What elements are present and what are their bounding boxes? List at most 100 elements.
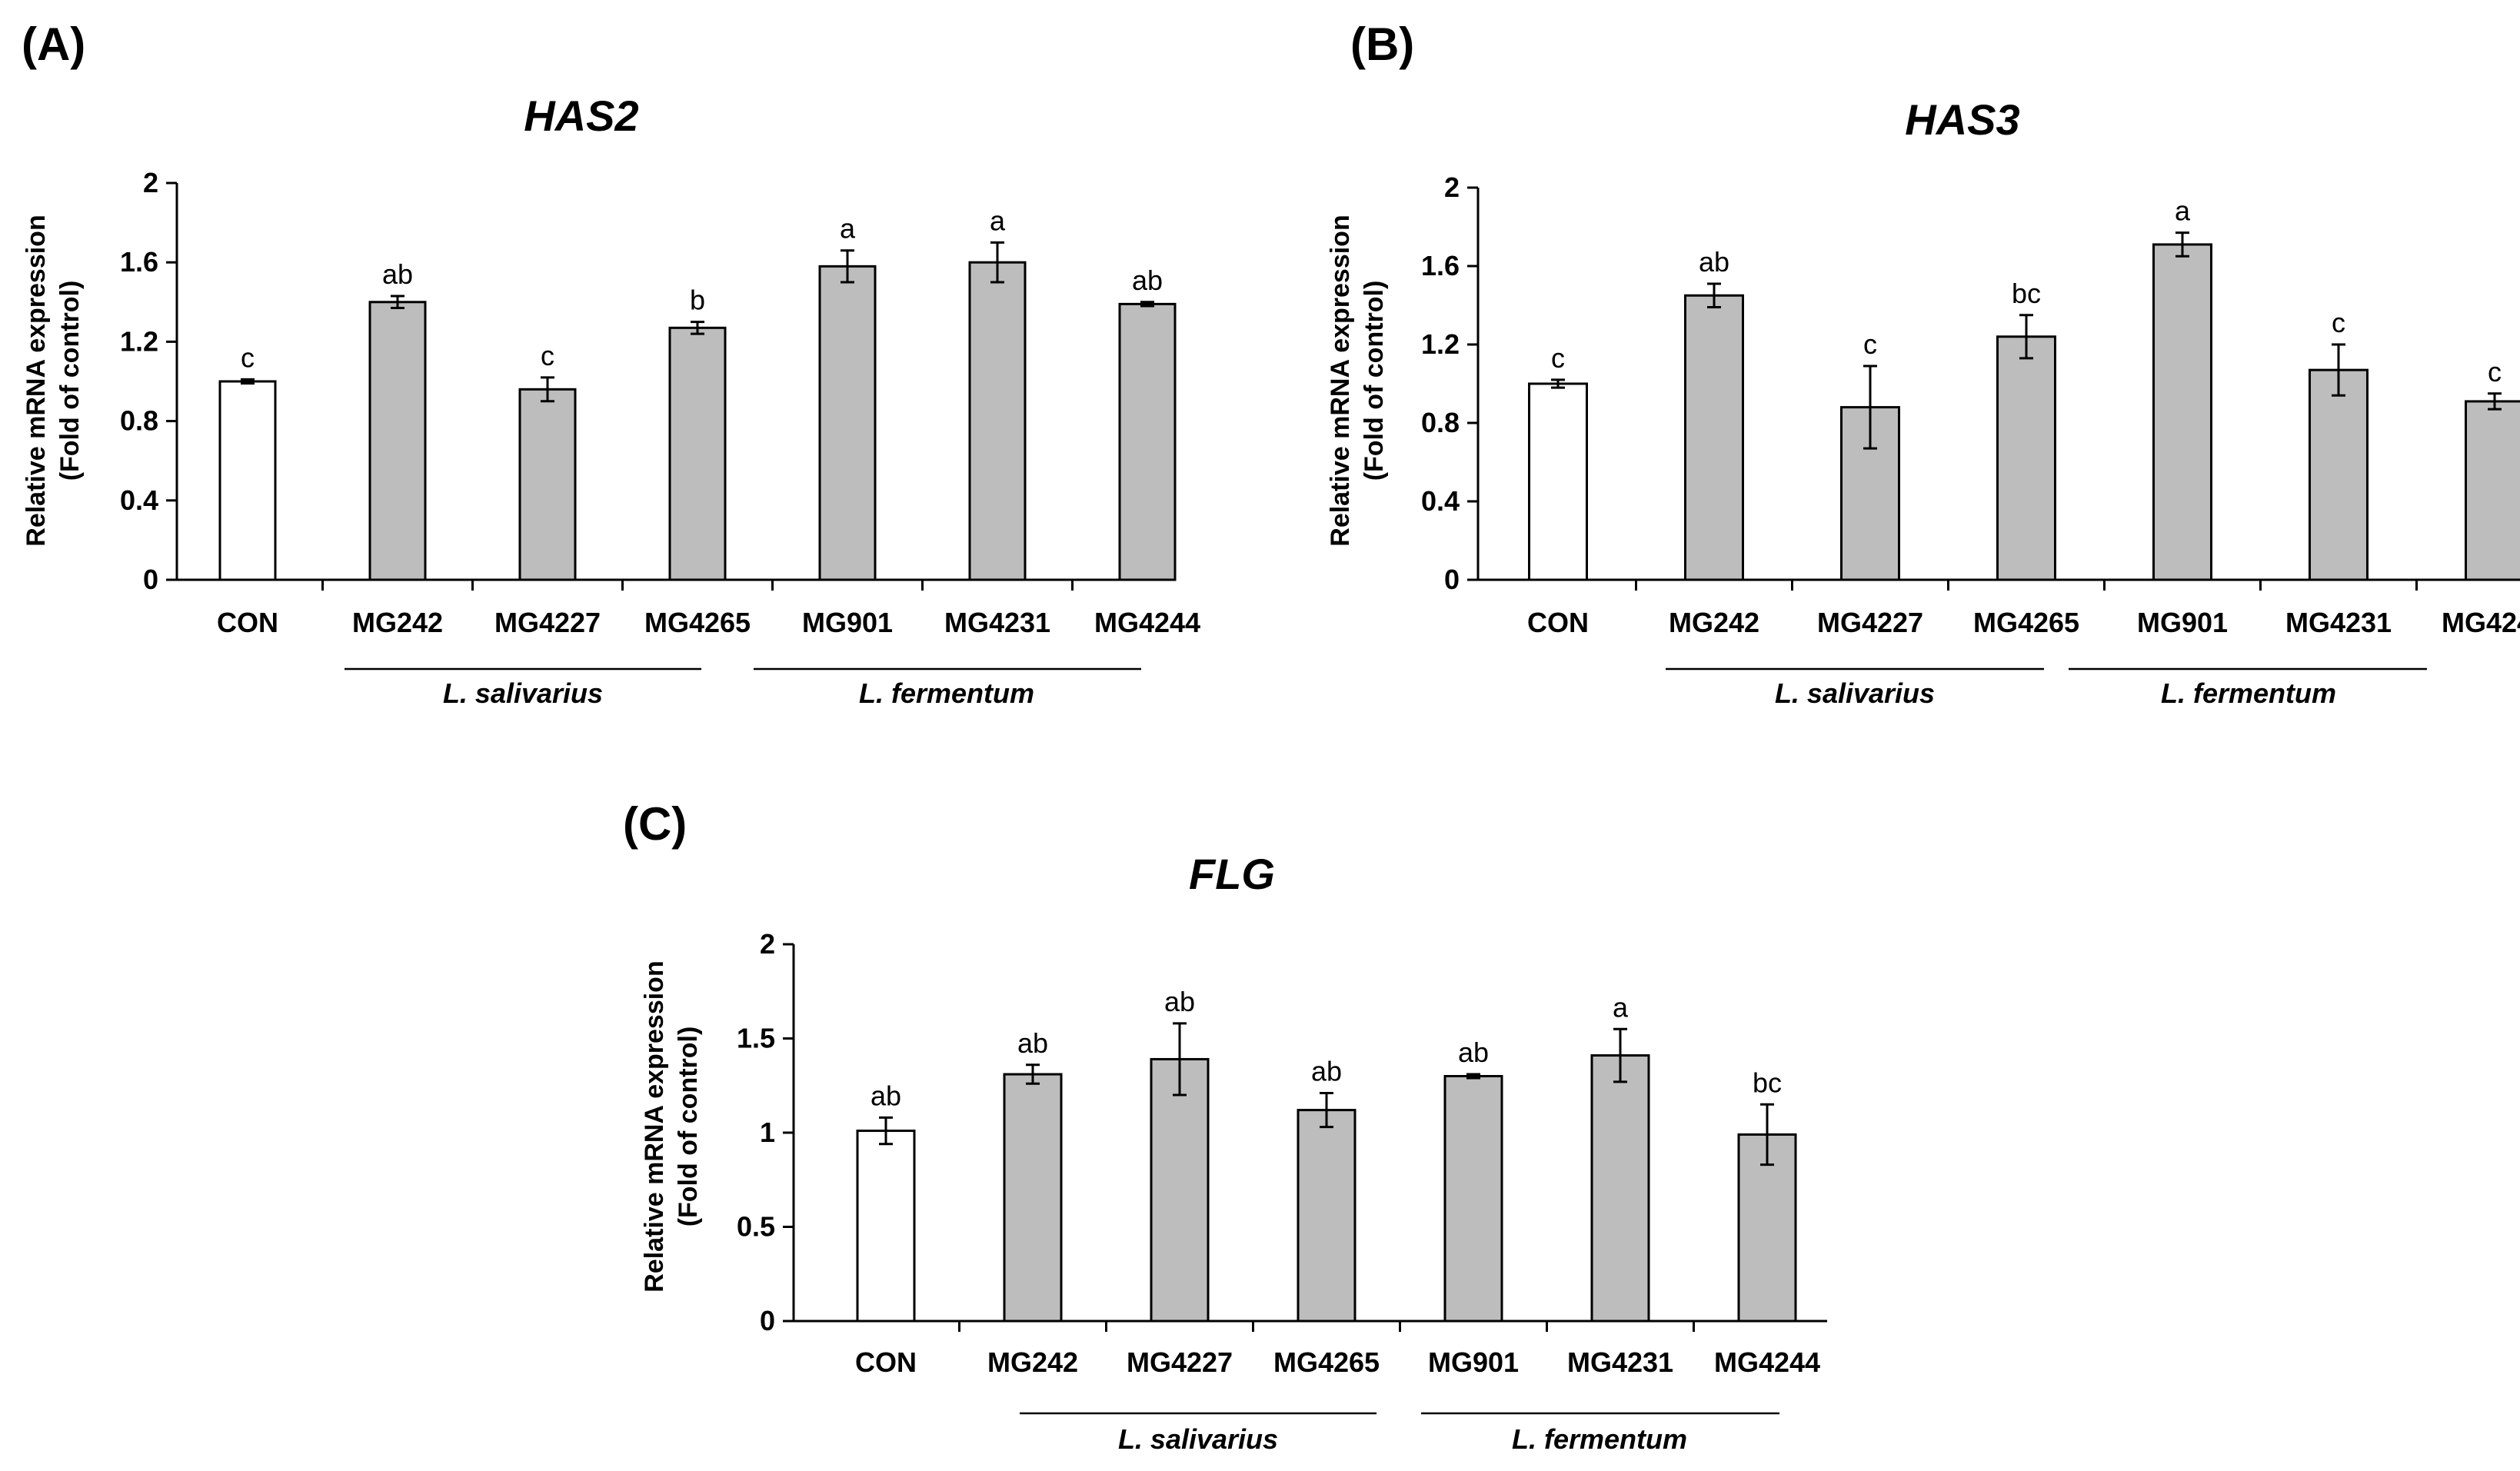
error-bar: [1466, 1073, 1480, 1080]
bar-mg242: [1003, 1073, 1063, 1323]
bar-con: [218, 380, 277, 581]
category-label: CON: [217, 607, 278, 638]
error-bar: [1026, 1063, 1040, 1085]
error-bar: [691, 321, 704, 335]
panel-label-a: (A): [22, 18, 85, 70]
significance-letter: c: [2332, 307, 2345, 338]
y-tick-label: 1.6: [120, 246, 158, 278]
panel-label-b: (B): [1350, 18, 1414, 70]
significance-letter: ab: [1311, 1056, 1342, 1087]
error-bar: [1707, 282, 1721, 309]
category-label: MG4231: [1567, 1346, 1673, 1378]
category-label: MG4244: [1094, 607, 1200, 638]
error-bar: [1551, 378, 1565, 389]
category-label: MG4244: [1714, 1346, 1820, 1378]
bar-mg901: [818, 265, 877, 581]
chart-title-has2: HAS2: [524, 92, 638, 140]
group-label: L. fermentum: [2161, 677, 2336, 709]
category-label: MG4265: [1273, 1346, 1380, 1378]
significance-letter: a: [2175, 195, 2191, 227]
category-label: MG901: [2137, 607, 2228, 638]
group-label: L. fermentum: [1512, 1423, 1687, 1455]
significance-letter: a: [990, 205, 1006, 236]
group-label: L. salivarius: [1118, 1423, 1278, 1455]
category-label: MG4231: [2285, 607, 2392, 638]
bar-mg901: [2152, 243, 2212, 581]
significance-letter: c: [541, 340, 554, 371]
bar-mg4265: [1996, 335, 2056, 581]
panel-a: (A) HAS2 Relative mRNA expression (Fold …: [22, 18, 1200, 709]
error-bar: [879, 1116, 893, 1146]
y-axis-label-line2: (Fold of control): [674, 1027, 703, 1227]
y-tick-label: 0.4: [1421, 485, 1460, 517]
y-tick-label: 0: [760, 1305, 775, 1336]
significance-letter: ab: [1164, 986, 1195, 1017]
category-label: MG901: [802, 607, 893, 638]
y-axis-label-line2: (Fold of control): [55, 281, 85, 481]
significance-letter: ab: [1458, 1037, 1489, 1068]
y-tick-label: 1.2: [1421, 328, 1460, 360]
category-label: MG4265: [1973, 607, 2079, 638]
y-tick-label: 2: [760, 928, 775, 960]
significance-letter: c: [1863, 328, 1877, 360]
bar-mg242: [368, 301, 427, 581]
error-bar: [1613, 1027, 1627, 1083]
group-label: L. fermentum: [859, 677, 1034, 709]
category-label: MG4227: [1127, 1346, 1233, 1378]
y-tick-label: 1.6: [1421, 250, 1460, 281]
error-bar: [841, 249, 854, 284]
bar-mg4265: [1297, 1109, 1357, 1323]
panel-c: (C) FLG Relative mRNA expression (Fold o…: [623, 798, 1827, 1455]
y-tick-label: 0.4: [120, 484, 158, 516]
significance-letter: b: [690, 285, 705, 316]
y-tick-label: 0.8: [120, 405, 158, 437]
bar-mg4231: [1590, 1054, 1650, 1323]
y-tick-label: 2: [1444, 171, 1460, 203]
error-bar: [2488, 392, 2502, 411]
y-tick-label: 1.5: [737, 1023, 775, 1054]
error-bar: [1173, 1022, 1187, 1097]
error-bar: [541, 376, 554, 403]
chart-title-flg: FLG: [1189, 850, 1275, 898]
panel-label-c: (C): [623, 798, 687, 850]
y-tick-label: 0: [1444, 564, 1460, 595]
error-bar: [1140, 301, 1154, 308]
significance-letter: ab: [1132, 265, 1163, 296]
error-bar: [1320, 1092, 1333, 1129]
y-tick-label: 2: [143, 167, 158, 198]
category-label: MG901: [1428, 1346, 1519, 1378]
bar-mg242: [1684, 294, 1744, 581]
category-label: MG4227: [1817, 607, 1923, 638]
y-axis-label-line1: Relative mRNA expression: [640, 960, 669, 1292]
error-bar: [2332, 343, 2345, 397]
category-label: MG4227: [494, 607, 601, 638]
error-bar: [391, 295, 404, 310]
y-axis-label-line2: (Fold of control): [1360, 281, 1389, 481]
error-bar: [1760, 1103, 1774, 1166]
error-bar: [1863, 364, 1877, 450]
y-tick-label: 0.8: [1421, 407, 1460, 438]
error-bar: [2175, 231, 2189, 258]
category-label: CON: [855, 1346, 917, 1378]
category-label: MG242: [1669, 607, 1759, 638]
bar-mg4227: [518, 388, 577, 581]
bar-mg901: [1443, 1075, 1503, 1323]
bar-mg4265: [668, 326, 727, 581]
category-label: MG4244: [2442, 607, 2520, 638]
y-tick-label: 1.2: [120, 325, 158, 357]
significance-letter: a: [1613, 991, 1629, 1023]
bar-mg4227: [1150, 1057, 1210, 1323]
y-tick-label: 0: [143, 564, 158, 595]
significance-letter: ab: [871, 1080, 901, 1111]
error-bar: [2019, 314, 2033, 360]
panel-b: (B) HAS3 Relative mRNA expression (Fold …: [1326, 18, 2520, 709]
error-bar: [241, 378, 255, 385]
bar-con: [856, 1130, 916, 1323]
group-label: L. salivarius: [1775, 677, 1935, 709]
significance-letter: ab: [1017, 1027, 1048, 1059]
bar-mg4231: [2309, 368, 2369, 581]
group-label: L. salivarius: [443, 677, 603, 709]
category-label: MG242: [987, 1346, 1078, 1378]
error-bar: [990, 241, 1004, 284]
category-label: MG4265: [644, 607, 751, 638]
